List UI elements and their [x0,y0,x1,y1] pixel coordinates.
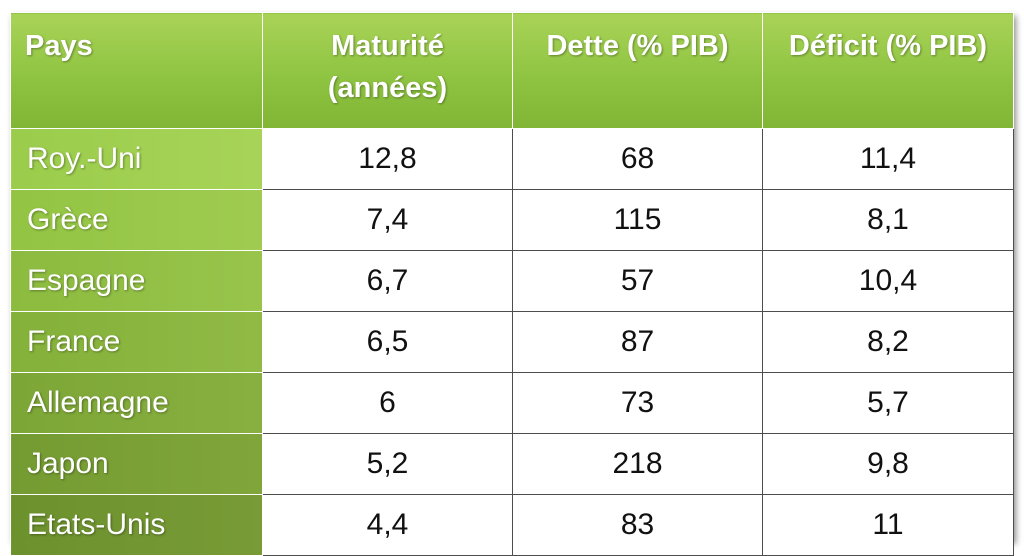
cell-dette: 115 [512,189,763,251]
cell-maturite: 5,2 [262,433,513,495]
row-header-pays: Allemagne [10,372,263,434]
cell-deficit: 11 [762,494,1014,556]
column-header-maturite: Maturité (années) [262,12,513,129]
cell-deficit: 10,4 [762,250,1014,312]
cell-maturite: 6 [262,372,513,434]
row-header-pays: France [10,311,263,373]
cell-deficit: 11,4 [762,128,1014,190]
data-table: Pays Maturité (années) Dette (% PIB) Déf… [10,12,1014,556]
row-header-pays: Japon [10,433,263,495]
cell-dette: 73 [512,372,763,434]
cell-dette: 83 [512,494,763,556]
table-row: Grèce 7,4 115 8,1 [10,189,1014,251]
cell-deficit: 9,8 [762,433,1014,495]
data-table-container: Pays Maturité (années) Dette (% PIB) Déf… [10,12,1014,556]
row-header-pays: Grèce [10,189,263,251]
cell-maturite: 6,5 [262,311,513,373]
cell-deficit: 5,7 [762,372,1014,434]
cell-maturite: 4,4 [262,494,513,556]
table-row: Espagne 6,7 57 10,4 [10,250,1014,312]
cell-deficit: 8,1 [762,189,1014,251]
cell-dette: 87 [512,311,763,373]
table-row: Japon 5,2 218 9,8 [10,433,1014,495]
table-header-row: Pays Maturité (années) Dette (% PIB) Déf… [10,12,1014,129]
cell-dette: 68 [512,128,763,190]
row-header-pays: Roy.-Uni [10,128,263,190]
cell-deficit: 8,2 [762,311,1014,373]
cell-dette: 57 [512,250,763,312]
column-header-pays: Pays [10,12,263,129]
column-header-dette: Dette (% PIB) [512,12,763,129]
column-header-deficit: Déficit (% PIB) [762,12,1014,129]
table-row: Roy.-Uni 12,8 68 11,4 [10,128,1014,190]
row-header-pays: Espagne [10,250,263,312]
cell-maturite: 12,8 [262,128,513,190]
table-row: Allemagne 6 73 5,7 [10,372,1014,434]
row-header-pays: Etats-Unis [10,494,263,556]
table-row: France 6,5 87 8,2 [10,311,1014,373]
cell-maturite: 6,7 [262,250,513,312]
cell-maturite: 7,4 [262,189,513,251]
cell-dette: 218 [512,433,763,495]
table-row: Etats-Unis 4,4 83 11 [10,494,1014,556]
